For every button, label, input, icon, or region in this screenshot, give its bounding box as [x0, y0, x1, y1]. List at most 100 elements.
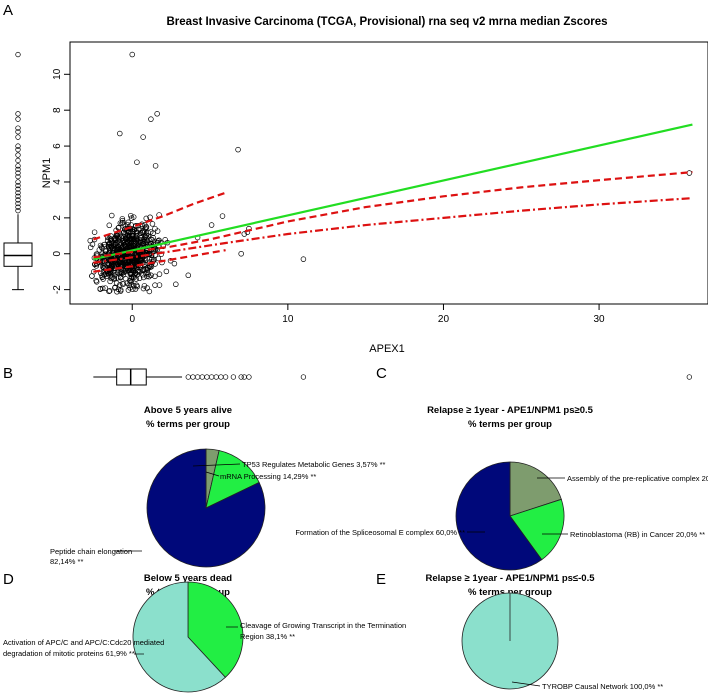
x-tick-label: 30 — [594, 314, 606, 325]
box-outlier — [15, 173, 21, 180]
scatter-point — [185, 272, 192, 279]
scatter-point — [120, 230, 126, 236]
scatter-point — [129, 51, 135, 58]
box-outlier — [15, 166, 21, 173]
box-outlier — [15, 186, 21, 192]
scatter-point — [143, 232, 149, 239]
scatter-point — [173, 281, 179, 288]
pie-panel-b: Above 5 years alive % terms per group TP… — [50, 405, 385, 568]
pie-b-title: Above 5 years alive — [144, 405, 232, 416]
scatter-point — [116, 246, 123, 252]
scatter-point — [115, 275, 121, 281]
scatter-point — [135, 239, 141, 245]
y-tick-label: 4 — [52, 179, 63, 185]
scatter-point — [142, 228, 148, 235]
pie-b-leader-tp53 — [192, 463, 241, 467]
y-tick-label: 10 — [52, 68, 63, 80]
pie-c-label-splice: Formation of the Spliceosomal E complex … — [295, 528, 465, 537]
pie-c-label-rb: Retinoblastoma (RB) in Cancer 20,0% ** — [570, 530, 705, 539]
scatter-point — [91, 229, 98, 235]
scatter-point — [167, 257, 174, 264]
scatter-point — [121, 237, 127, 243]
scatter-point — [300, 256, 307, 262]
scatter-point — [219, 213, 226, 219]
box-outlier — [15, 157, 21, 164]
box-outlier — [218, 374, 224, 380]
scatter-point — [128, 281, 134, 288]
scatter-point — [149, 236, 155, 243]
panel-label-a: A — [3, 2, 13, 19]
pie-c-subtitle: % terms per group — [468, 419, 552, 430]
pie-slice — [187, 581, 244, 678]
scatter-point — [127, 285, 133, 291]
box — [3, 242, 33, 267]
scatter-point — [139, 229, 145, 235]
pie-c-title: Relapse ≥ 1year - APE1/NPM1 ps≥0.5 — [427, 405, 594, 416]
pie-b-slices — [146, 448, 266, 568]
scatter-point — [130, 214, 137, 220]
scatter-point — [93, 279, 100, 285]
scatter-point — [120, 219, 126, 226]
scatter-point — [113, 280, 120, 286]
y-tick-label: 2 — [52, 215, 63, 221]
scatter-point — [132, 286, 139, 292]
scatter-title: Breast Invasive Carcinoma (TCGA, Provisi… — [167, 16, 608, 28]
scatter-point — [148, 116, 154, 122]
scatter-point — [122, 259, 128, 266]
pie-b-label-peptide-1: Peptide chain elongation — [50, 547, 132, 556]
panel-label-e: E — [376, 571, 386, 588]
fit-line — [93, 191, 226, 241]
scatter-point — [117, 220, 124, 226]
scatter-point — [102, 285, 109, 291]
scatter-point — [101, 265, 107, 272]
pie-panel-d: Below 5 years dead % terms per group Cle… — [3, 573, 406, 693]
scatter-point — [135, 242, 141, 249]
box-outlier — [213, 374, 219, 380]
scatter-point — [238, 251, 244, 257]
box-outlier — [15, 129, 21, 135]
box — [116, 368, 147, 386]
y-axis-label: NPM1 — [41, 158, 53, 189]
box-outlier — [15, 143, 21, 149]
scatter-point — [139, 253, 146, 260]
panel-label-c: C — [376, 365, 387, 382]
box-outlier — [190, 374, 196, 380]
pie-c-slices — [455, 461, 565, 571]
scatter-point — [128, 212, 134, 219]
scatter-point — [106, 222, 113, 229]
box-outlier — [15, 116, 21, 122]
box-outlier — [15, 197, 21, 203]
scatter-point — [106, 288, 112, 295]
box-outlier — [15, 111, 21, 117]
scatter-point — [105, 270, 112, 277]
scatter-point — [103, 248, 110, 254]
scatter-point — [106, 288, 113, 294]
box-outlier — [15, 147, 21, 153]
box-outlier — [199, 374, 205, 380]
scatter-point — [116, 233, 122, 240]
pie-e-subtitle: % terms per group — [468, 587, 552, 598]
y-marginal-boxplot — [3, 51, 33, 291]
pie-b-subtitle: % terms per group — [146, 419, 230, 430]
scatter-point — [131, 274, 137, 281]
scatter-point — [115, 235, 121, 241]
scatter-point — [145, 271, 152, 277]
scatter-point — [152, 247, 159, 254]
scatter-point — [109, 212, 115, 219]
scatter-points — [87, 51, 693, 295]
pie-d-title: Below 5 years dead — [144, 573, 232, 584]
pie-b-label-mrna: mRNA Processing 14,29% ** — [220, 472, 316, 481]
pie-b-leader-mrna — [205, 471, 220, 477]
scatter-point — [108, 236, 114, 243]
scatter-point — [150, 230, 156, 237]
scatter-point — [120, 272, 127, 278]
scatter-point — [129, 232, 135, 239]
pie-slice — [509, 498, 565, 561]
pie-d-label-apc-1: Activation of APC/C and APC/C:Cdc20 medi… — [3, 638, 164, 647]
scatter-point — [141, 283, 148, 289]
scatter-point — [126, 267, 133, 274]
scatter-point — [146, 288, 153, 295]
y-tick-label: 0 — [52, 251, 63, 257]
scatter-point — [93, 263, 100, 269]
plot-frame — [69, 41, 708, 305]
